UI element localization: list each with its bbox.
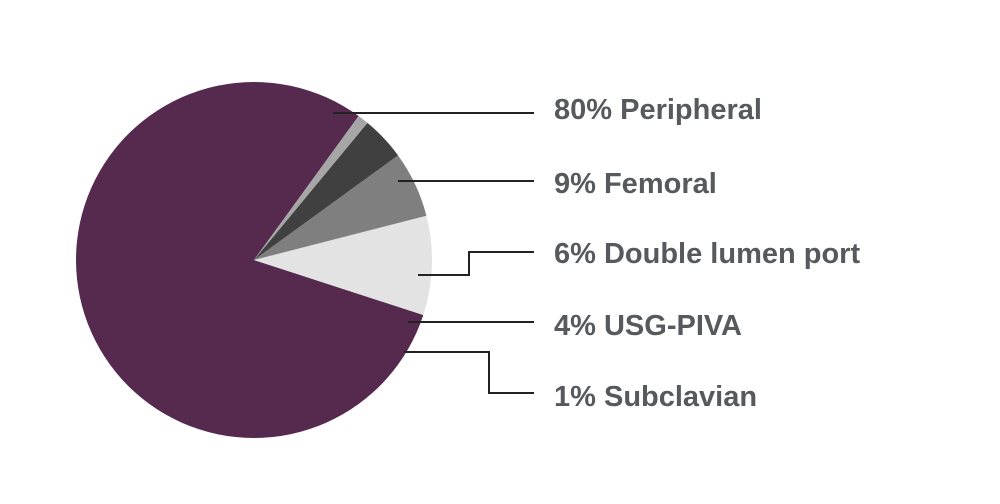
pie-slices	[76, 81, 433, 438]
pie-slice-4	[254, 115, 368, 261]
slice-label-2: 6% Double lumen port	[554, 238, 860, 270]
leader-line-2	[418, 251, 534, 276]
slice-label-0: 80% Peripheral	[554, 94, 762, 126]
pie-slice-2	[254, 155, 427, 260]
pie-slice-0	[76, 81, 424, 438]
slice-label-3: 4% USG-PIVA	[554, 310, 742, 342]
slice-label-1: 9% Femoral	[554, 168, 717, 200]
leader-lines	[333, 112, 534, 394]
pie-slice-1	[254, 215, 433, 316]
leader-line-4	[404, 351, 534, 394]
pie-slice-3	[254, 122, 399, 260]
slice-label-4: 1% Subclavian	[554, 381, 757, 413]
slice-labels: 80% Peripheral 9% Femoral 6% Double lumen …	[554, 94, 860, 413]
